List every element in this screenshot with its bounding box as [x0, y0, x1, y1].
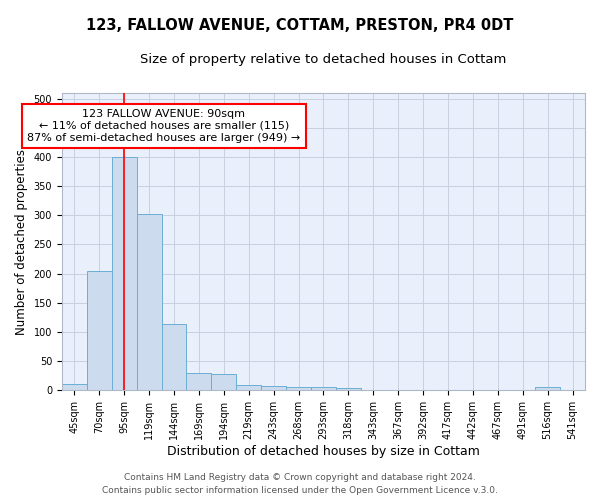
Bar — [535, 387, 560, 390]
Bar — [211, 374, 236, 390]
Title: Size of property relative to detached houses in Cottam: Size of property relative to detached ho… — [140, 52, 506, 66]
Bar — [236, 386, 261, 390]
Bar — [62, 384, 87, 390]
Bar — [187, 372, 211, 390]
Bar — [261, 386, 286, 390]
Text: Contains HM Land Registry data © Crown copyright and database right 2024.
Contai: Contains HM Land Registry data © Crown c… — [102, 474, 498, 495]
Y-axis label: Number of detached properties: Number of detached properties — [15, 148, 28, 334]
Bar — [112, 157, 137, 390]
Bar — [137, 214, 161, 390]
Bar — [286, 387, 311, 390]
Text: 123, FALLOW AVENUE, COTTAM, PRESTON, PR4 0DT: 123, FALLOW AVENUE, COTTAM, PRESTON, PR4… — [86, 18, 514, 32]
Bar — [87, 270, 112, 390]
Bar — [336, 388, 361, 390]
Text: 123 FALLOW AVENUE: 90sqm
← 11% of detached houses are smaller (115)
87% of semi-: 123 FALLOW AVENUE: 90sqm ← 11% of detach… — [27, 110, 301, 142]
X-axis label: Distribution of detached houses by size in Cottam: Distribution of detached houses by size … — [167, 444, 480, 458]
Bar — [161, 324, 187, 390]
Bar — [311, 387, 336, 390]
